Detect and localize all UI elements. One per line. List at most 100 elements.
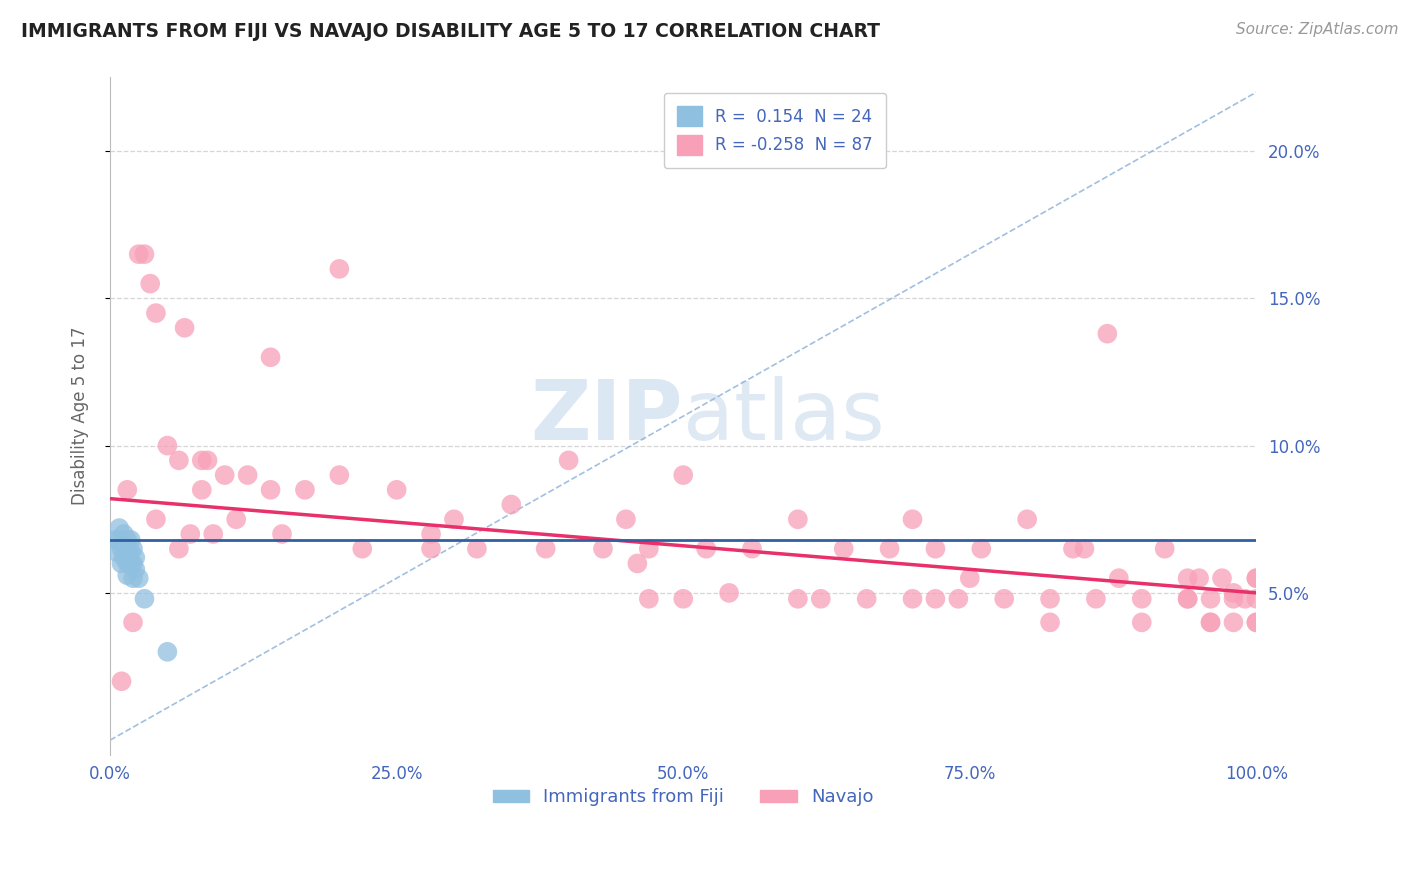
Point [214, 468, 236, 483]
Point [924, 541, 946, 556]
Point [156, 439, 179, 453]
Point [637, 541, 659, 556]
Point [117, 568, 139, 582]
Point [1246, 615, 1268, 630]
Point [156, 645, 179, 659]
Point [120, 544, 142, 558]
Point [1222, 615, 1244, 630]
Point [832, 541, 855, 556]
Point [420, 541, 443, 556]
Point [1177, 591, 1199, 606]
Point [959, 571, 981, 585]
Point [122, 557, 145, 571]
Point [718, 586, 741, 600]
Point [117, 533, 139, 547]
Point [420, 527, 443, 541]
Point [122, 615, 145, 630]
Point [637, 591, 659, 606]
Point [197, 453, 219, 467]
Point [1153, 541, 1175, 556]
Y-axis label: Disability Age 5 to 17: Disability Age 5 to 17 [72, 327, 89, 506]
Point [786, 591, 808, 606]
Point [810, 591, 832, 606]
Point [385, 483, 408, 497]
Point [1233, 591, 1256, 606]
Point [225, 512, 247, 526]
Point [108, 533, 131, 547]
Point [1039, 615, 1062, 630]
Point [179, 527, 201, 541]
Point [134, 247, 156, 261]
Point [786, 512, 808, 526]
Point [1199, 615, 1222, 630]
Point [104, 533, 127, 547]
Point [117, 544, 139, 558]
Text: Source: ZipAtlas.com: Source: ZipAtlas.com [1236, 22, 1399, 37]
Point [1130, 591, 1153, 606]
Legend: Immigrants from Fiji, Navajo: Immigrants from Fiji, Navajo [485, 781, 880, 814]
Point [1188, 571, 1211, 585]
Point [112, 527, 135, 541]
Point [173, 320, 195, 334]
Point [117, 557, 139, 571]
Point [145, 306, 167, 320]
Point [879, 541, 901, 556]
Point [1130, 615, 1153, 630]
Point [993, 591, 1015, 606]
Point [1073, 541, 1095, 556]
Point [145, 512, 167, 526]
Point [741, 541, 763, 556]
Point [128, 247, 150, 261]
Point [128, 571, 150, 585]
Point [1222, 591, 1244, 606]
Point [122, 541, 145, 556]
Point [110, 674, 132, 689]
Point [120, 533, 142, 547]
Point [167, 541, 190, 556]
Point [259, 483, 281, 497]
Point [167, 453, 190, 467]
Point [134, 591, 156, 606]
Point [124, 562, 146, 576]
Point [901, 512, 924, 526]
Point [557, 453, 579, 467]
Point [534, 541, 557, 556]
Point [117, 483, 139, 497]
Point [855, 591, 877, 606]
Point [108, 521, 131, 535]
Point [294, 483, 316, 497]
Point [1222, 586, 1244, 600]
Point [695, 541, 717, 556]
Point [1211, 571, 1233, 585]
Point [271, 527, 294, 541]
Point [124, 550, 146, 565]
Point [139, 277, 162, 291]
Point [328, 468, 350, 483]
Point [110, 557, 132, 571]
Point [1062, 541, 1084, 556]
Point [191, 483, 214, 497]
Point [112, 550, 135, 565]
Point [1246, 591, 1268, 606]
Point [236, 468, 259, 483]
Point [112, 539, 135, 553]
Point [901, 591, 924, 606]
Point [501, 498, 523, 512]
Text: IMMIGRANTS FROM FIJI VS NAVAJO DISABILITY AGE 5 TO 17 CORRELATION CHART: IMMIGRANTS FROM FIJI VS NAVAJO DISABILIT… [21, 22, 880, 41]
Point [1097, 326, 1119, 341]
Point [202, 527, 225, 541]
Point [443, 512, 465, 526]
Point [1177, 571, 1199, 585]
Point [110, 541, 132, 556]
Point [328, 261, 350, 276]
Point [104, 544, 127, 558]
Text: atlas: atlas [683, 376, 884, 457]
Point [122, 571, 145, 585]
Point [970, 541, 993, 556]
Point [614, 512, 637, 526]
Point [259, 351, 281, 365]
Point [1199, 591, 1222, 606]
Point [1199, 615, 1222, 630]
Point [948, 591, 970, 606]
Point [352, 541, 374, 556]
